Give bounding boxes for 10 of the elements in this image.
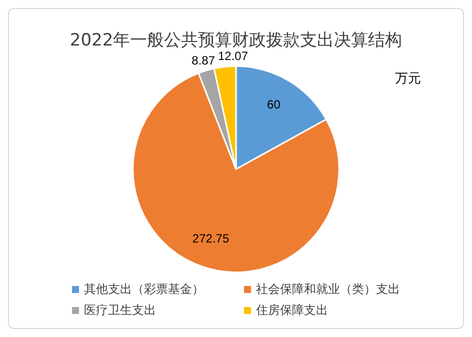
text: 万元 bbox=[395, 71, 421, 86]
legend-label: 医疗卫生支出 bbox=[84, 302, 156, 319]
chart-title: 2022年一般公共预算财政拨款支出决算结构 bbox=[70, 30, 402, 51]
data-label: 8.87 bbox=[192, 53, 216, 68]
data-label: 272.75 bbox=[192, 231, 230, 246]
data-label: 12.07 bbox=[218, 49, 248, 64]
legend-label: 社会保障和就业（类）支出 bbox=[256, 281, 400, 298]
data-label: 60 bbox=[267, 98, 281, 112]
legend-label: 住房保障支出 bbox=[256, 302, 328, 319]
legend-label: 其他支出（彩票基金） bbox=[84, 281, 204, 298]
